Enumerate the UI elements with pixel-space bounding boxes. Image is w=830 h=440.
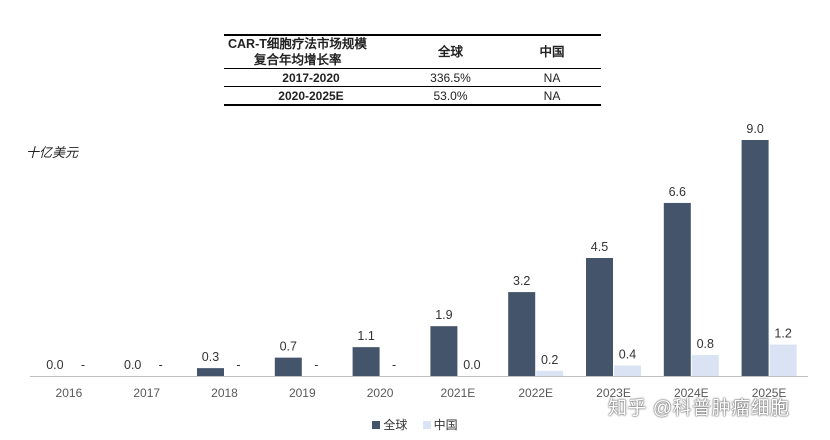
data-label-global-2022E: 3.2 — [513, 274, 530, 288]
data-label-china-2016: - — [81, 358, 85, 372]
x-tick-label-2020: 2020 — [367, 386, 394, 400]
table-header-row: CAR-T细胞疗法市场规模 复合年均增长率 全球 中国 — [224, 35, 601, 69]
legend-item-global: 全球 — [372, 416, 407, 433]
table-row-global: 53.0% — [433, 88, 468, 103]
table-header-label: CAR-T细胞疗法市场规模 复合年均增长率 — [224, 35, 398, 69]
table-header-global: 全球 — [437, 45, 463, 59]
legend-item-china: 中国 — [422, 416, 458, 433]
legend-swatch-global — [372, 421, 381, 429]
data-label-china-2023E: 0.4 — [619, 348, 636, 362]
bar-global-2024E — [663, 202, 691, 376]
x-tick-label-2024E: 2024E — [674, 386, 709, 400]
bar-global-2020 — [352, 347, 380, 376]
bar-global-2021E — [430, 326, 458, 376]
data-label-china-2018: - — [236, 358, 240, 372]
data-label-china-2024E: 0.8 — [697, 337, 714, 351]
chart-legend: 全球 中国 — [0, 416, 830, 433]
table-header-line1: CAR-T细胞疗法市场规模 — [228, 37, 367, 51]
data-label-global-2017: 0.0 — [124, 358, 141, 372]
legend-swatch-china — [422, 421, 431, 429]
table-header-china: 中国 — [539, 45, 565, 59]
x-tick-label-2018: 2018 — [211, 386, 238, 400]
table-row-period: 2020-2025E — [278, 88, 344, 103]
data-label-china-2020: - — [392, 358, 396, 372]
data-label-china-2019: - — [314, 358, 318, 372]
data-label-global-2025E: 9.0 — [746, 122, 763, 136]
data-label-global-2020: 1.1 — [357, 329, 374, 343]
bar-china-2024E — [691, 355, 719, 376]
data-label-global-2023E: 4.5 — [591, 240, 608, 254]
x-tick-label-2019: 2019 — [289, 386, 316, 400]
table-row: 2017-2020 336.5% NA — [224, 69, 601, 87]
x-tick-label-2022E: 2022E — [518, 386, 553, 400]
bar-global-2023E — [586, 258, 613, 376]
watermark: 知乎 @科普肿瘤细胞 — [608, 398, 790, 419]
data-label-global-2018: 0.3 — [202, 350, 219, 364]
bar-global-2018 — [197, 368, 224, 376]
table-row: 2020-2025E 53.0% NA — [224, 87, 601, 105]
table-row-china: NA — [543, 70, 561, 85]
bar-china-2023E — [614, 365, 641, 376]
table-row-period: 2017-2020 — [282, 70, 340, 85]
y-axis-unit-label: 十亿美元 — [26, 145, 79, 160]
bar-china-2025E — [769, 344, 797, 376]
data-label-china-2025E: 1.2 — [774, 327, 791, 341]
data-label-global-2021E: 1.9 — [435, 308, 452, 322]
legend-label-china: 中国 — [433, 418, 458, 432]
bar-global-2025E — [741, 140, 769, 376]
data-label-china-2022E: 0.2 — [541, 353, 558, 367]
bar-global-2019 — [274, 357, 302, 376]
data-label-global-2019: 0.7 — [280, 340, 297, 354]
x-tick-label-2023E: 2023E — [596, 386, 631, 400]
x-tick-label-2016: 2016 — [56, 386, 83, 400]
data-label-china-2021E: 0.0 — [463, 358, 480, 372]
bar-chart: 0.0 - 2016 0.0 - 2017 0.3 - 2018 0.7 - 2019 1.1 - 2020… — [30, 122, 808, 400]
data-label-global-2024E: 6.6 — [669, 185, 686, 199]
bar-china-2022E — [536, 370, 564, 376]
table-row-global: 336.5% — [430, 70, 471, 85]
table-header-line2: 复合年均增长率 — [254, 53, 342, 67]
data-label-global-2016: 0.0 — [46, 358, 63, 372]
legend-label-global: 全球 — [383, 418, 408, 432]
x-tick-label-2025E: 2025E — [752, 386, 787, 400]
x-tick-label-2017: 2017 — [133, 386, 160, 400]
x-tick-label-2021E: 2021E — [441, 386, 476, 400]
table-row-china: NA — [543, 88, 561, 103]
cagr-table: CAR-T细胞疗法市场规模 复合年均增长率 全球 中国 2017-2020 33… — [224, 34, 601, 106]
data-label-china-2017: - — [159, 358, 163, 372]
bar-global-2022E — [508, 292, 536, 376]
